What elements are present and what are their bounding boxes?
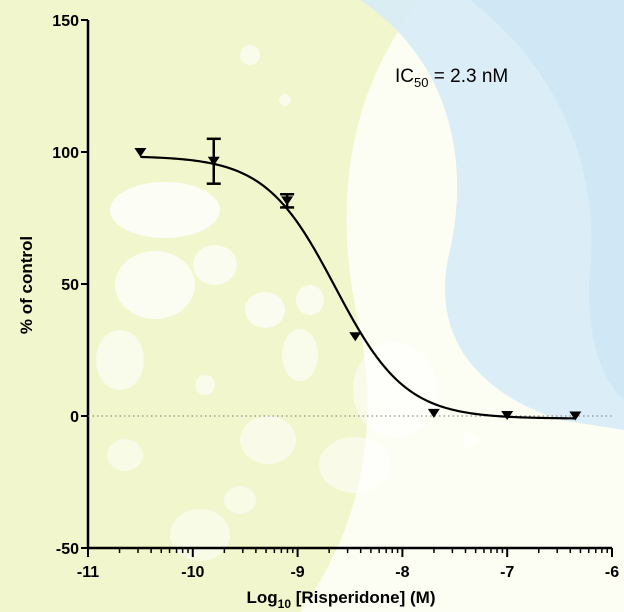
- y-tick-label: 100: [52, 145, 79, 162]
- data-point-marker: [569, 411, 582, 421]
- data-point-marker: [134, 148, 147, 158]
- data-point-marker: [427, 408, 440, 418]
- x-axis-minor-ticks: [118, 548, 608, 553]
- data-point-marker: [207, 156, 220, 166]
- x-tick-label: -8: [395, 564, 409, 581]
- y-tick-label: 150: [52, 13, 79, 30]
- data-point-marker: [281, 196, 294, 206]
- x-axis-ticks: -11 -10 -9 -8 -7 -6: [77, 548, 619, 581]
- x-tick-label: -11: [77, 564, 99, 581]
- y-tick-label: -50: [56, 541, 79, 558]
- y-tick-label: 50: [61, 277, 79, 294]
- x-axis-title: Log10 [Risperidone] (M): [246, 588, 435, 611]
- y-tick-label: 0: [70, 409, 79, 426]
- data-point-marker: [349, 332, 362, 342]
- x-tick-label: -7: [500, 564, 514, 581]
- y-axis-title: % of control: [17, 236, 36, 334]
- y-axis-ticks: -50 0 50 100 150: [52, 13, 88, 558]
- data-point-marker: [501, 410, 514, 420]
- x-tick-label: -9: [290, 564, 304, 581]
- x-tick-label: -10: [181, 564, 204, 581]
- ic50-annotation: IC50 = 2.3 nM: [395, 66, 508, 90]
- data-points: [134, 137, 582, 421]
- x-tick-label: -6: [605, 564, 619, 581]
